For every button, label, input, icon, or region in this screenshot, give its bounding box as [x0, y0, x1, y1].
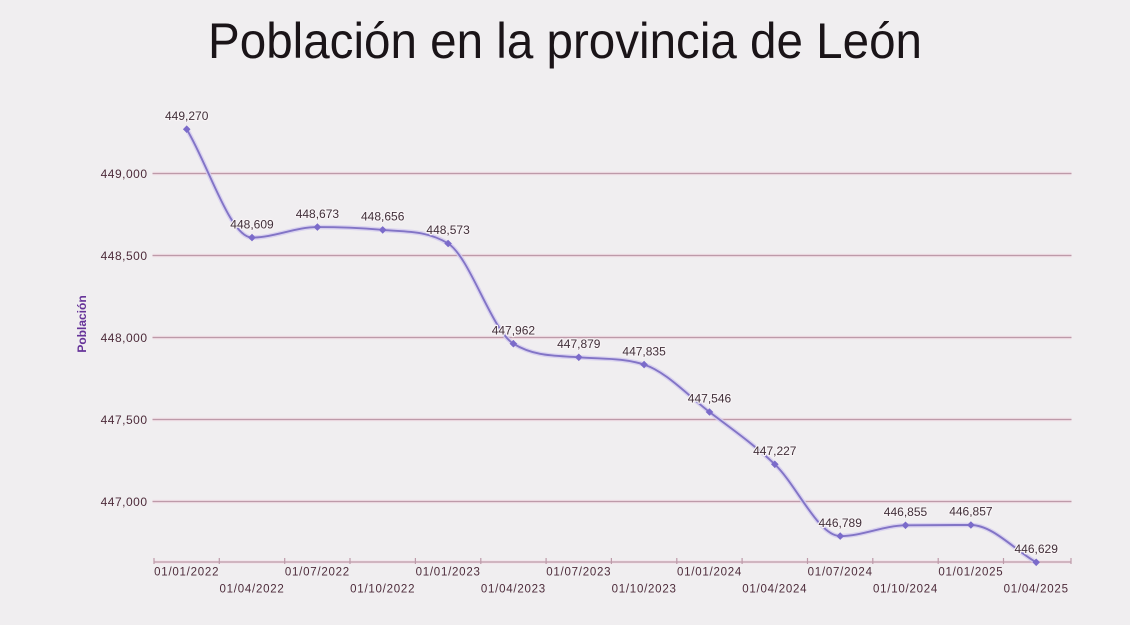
svg-text:447,000: 447,000 [101, 495, 148, 509]
svg-text:447,835: 447,835 [622, 344, 666, 358]
svg-text:01/01/2025: 01/01/2025 [938, 567, 1003, 579]
svg-text:01/10/2024: 01/10/2024 [873, 584, 938, 596]
svg-text:446,629: 446,629 [1015, 542, 1059, 556]
svg-text:01/07/2022: 01/07/2022 [285, 567, 350, 579]
svg-text:447,500: 447,500 [101, 413, 148, 427]
svg-text:448,609: 448,609 [230, 217, 274, 231]
svg-text:01/10/2022: 01/10/2022 [350, 584, 415, 596]
svg-text:447,879: 447,879 [557, 337, 601, 351]
svg-text:01/04/2023: 01/04/2023 [481, 584, 546, 596]
svg-text:01/04/2022: 01/04/2022 [219, 584, 284, 596]
svg-text:449,270: 449,270 [165, 109, 209, 123]
svg-text:448,673: 448,673 [296, 207, 340, 221]
svg-text:448,500: 448,500 [101, 249, 148, 263]
svg-text:448,000: 448,000 [101, 331, 148, 345]
svg-text:01/01/2023: 01/01/2023 [416, 567, 481, 579]
svg-text:448,573: 448,573 [426, 223, 470, 237]
svg-text:448,656: 448,656 [361, 210, 405, 224]
svg-text:446,855: 446,855 [884, 505, 928, 519]
svg-text:447,227: 447,227 [753, 444, 797, 458]
svg-text:01/01/2024: 01/01/2024 [677, 567, 742, 579]
svg-text:446,857: 446,857 [949, 505, 993, 519]
svg-text:449,000: 449,000 [101, 167, 148, 181]
svg-text:446,789: 446,789 [819, 516, 863, 530]
svg-text:01/04/2025: 01/04/2025 [1004, 584, 1069, 596]
svg-text:447,546: 447,546 [688, 392, 732, 406]
svg-text:Población en la provincia de L: Población en la provincia de León [208, 14, 922, 70]
svg-text:01/04/2024: 01/04/2024 [742, 584, 807, 596]
svg-text:01/07/2024: 01/07/2024 [808, 567, 873, 579]
svg-text:Población: Población [75, 295, 89, 352]
svg-text:01/07/2023: 01/07/2023 [546, 567, 611, 579]
svg-text:01/01/2022: 01/01/2022 [154, 567, 219, 579]
svg-text:447,962: 447,962 [492, 323, 536, 337]
svg-text:01/10/2023: 01/10/2023 [612, 584, 677, 596]
